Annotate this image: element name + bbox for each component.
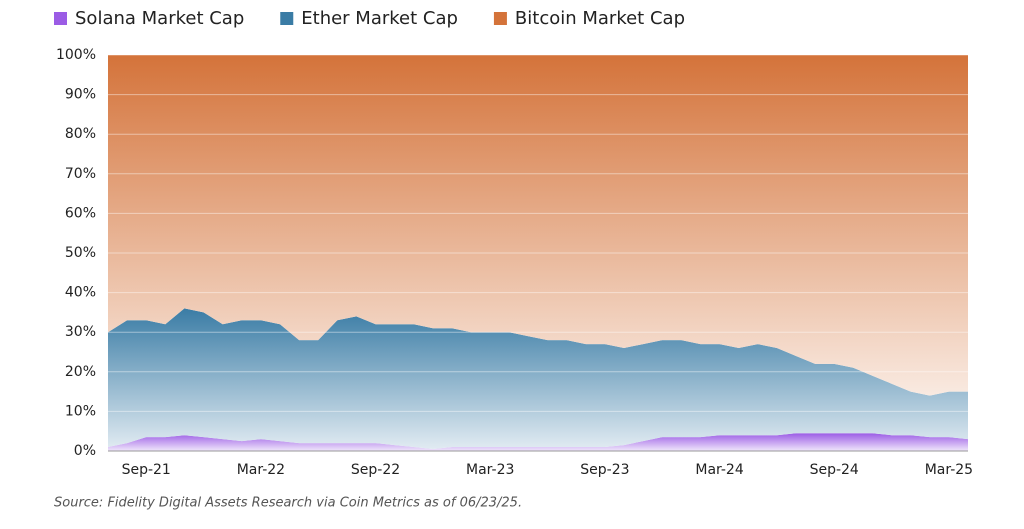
y-tick-label: 40% [65,285,96,301]
x-tick-label: Mar-25 [925,462,973,478]
legend-swatch [280,12,294,25]
x-tick-label: Sep-24 [810,462,859,478]
legend-swatch [54,12,67,25]
area [108,55,968,396]
x-tick-label: Sep-22 [351,462,400,478]
area [108,308,968,449]
y-tick-label: 100% [56,47,96,63]
y-tick-label: 10% [65,403,96,419]
y-tick-label: 50% [65,245,96,261]
y-tick-label: 60% [65,205,96,221]
legend-swatch [493,12,507,25]
x-tick-label: Mar-24 [695,462,743,478]
x-tick-label: Sep-21 [122,462,171,478]
area [108,433,968,451]
y-tick-label: 70% [65,166,96,182]
legend-label: Bitcoin Market Cap [515,8,685,29]
x-tick-label: Sep-23 [580,462,629,478]
y-tick-label: 80% [65,126,96,142]
y-tick-label: 30% [65,324,96,340]
legend-label: Solana Market Cap [75,8,244,29]
y-tick-label: 0% [74,443,96,459]
x-tick-label: Mar-23 [466,462,514,478]
x-tick-label: Mar-22 [237,462,285,478]
y-tick-label: 20% [65,364,96,380]
legend-label: Ether Market Cap [301,8,458,29]
source-note: Source: Fidelity Digital Assets Research… [54,496,522,511]
y-tick-label: 90% [65,87,96,103]
